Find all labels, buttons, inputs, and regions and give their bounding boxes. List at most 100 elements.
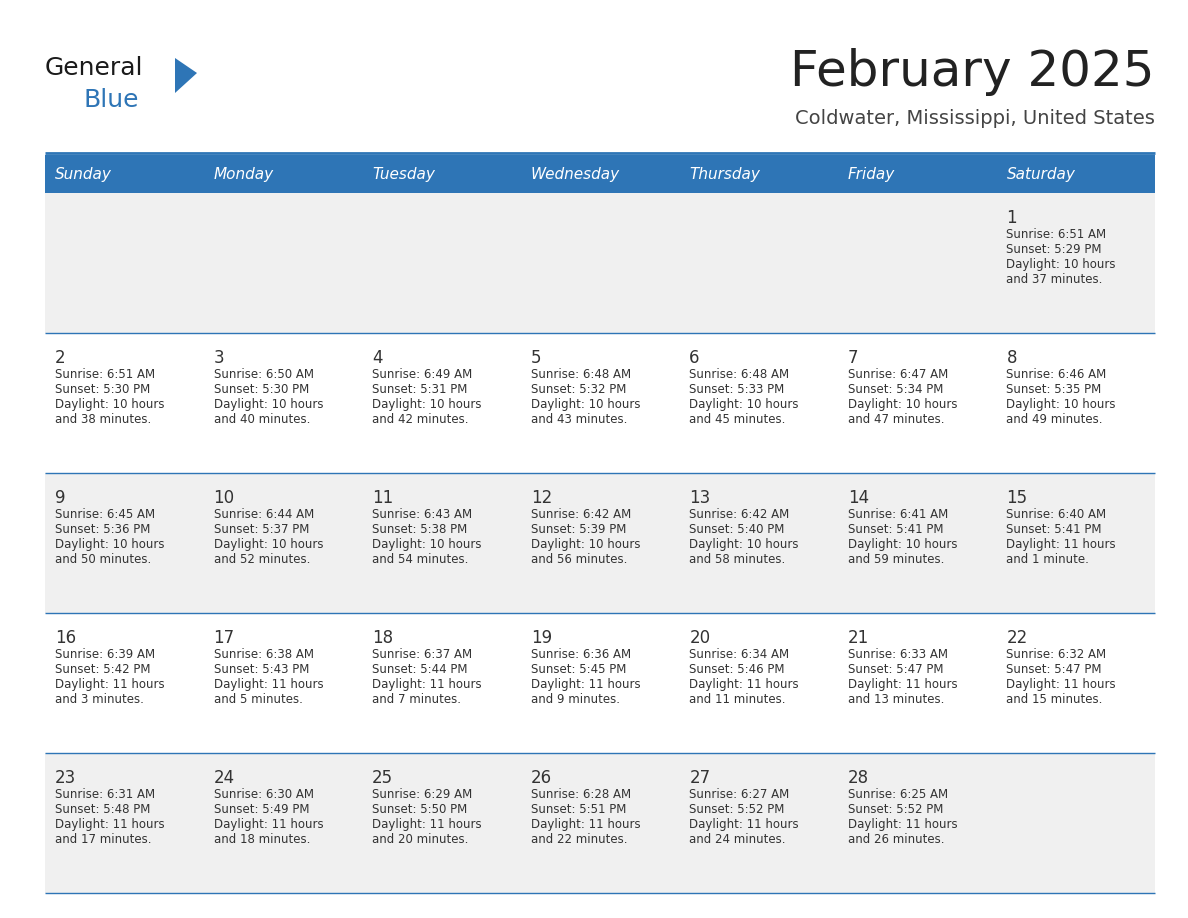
Text: Sunrise: 6:41 AM: Sunrise: 6:41 AM	[848, 508, 948, 521]
Text: and 43 minutes.: and 43 minutes.	[531, 413, 627, 426]
Text: Daylight: 11 hours: Daylight: 11 hours	[531, 678, 640, 691]
Text: 12: 12	[531, 489, 552, 507]
Text: Sunset: 5:37 PM: Sunset: 5:37 PM	[214, 523, 309, 536]
Text: and 9 minutes.: and 9 minutes.	[531, 693, 620, 706]
Text: Daylight: 10 hours: Daylight: 10 hours	[531, 538, 640, 551]
Text: Coldwater, Mississippi, United States: Coldwater, Mississippi, United States	[795, 108, 1155, 128]
Text: and 17 minutes.: and 17 minutes.	[55, 833, 152, 846]
Text: Sunrise: 6:46 AM: Sunrise: 6:46 AM	[1006, 368, 1107, 381]
Text: Sunset: 5:51 PM: Sunset: 5:51 PM	[531, 803, 626, 816]
Text: Saturday: Saturday	[1006, 166, 1075, 182]
Text: and 13 minutes.: and 13 minutes.	[848, 693, 944, 706]
Text: Sunset: 5:41 PM: Sunset: 5:41 PM	[848, 523, 943, 536]
Text: Daylight: 11 hours: Daylight: 11 hours	[214, 818, 323, 831]
Text: 27: 27	[689, 769, 710, 787]
Text: and 26 minutes.: and 26 minutes.	[848, 833, 944, 846]
Text: Friday: Friday	[848, 166, 895, 182]
Text: Daylight: 10 hours: Daylight: 10 hours	[1006, 398, 1116, 411]
Text: Tuesday: Tuesday	[372, 166, 435, 182]
Text: Sunrise: 6:38 AM: Sunrise: 6:38 AM	[214, 648, 314, 661]
Text: 21: 21	[848, 629, 870, 647]
Text: and 3 minutes.: and 3 minutes.	[55, 693, 144, 706]
Text: Sunset: 5:41 PM: Sunset: 5:41 PM	[1006, 523, 1102, 536]
Text: Daylight: 10 hours: Daylight: 10 hours	[848, 538, 958, 551]
Bar	[45, 753, 1155, 893]
Text: Daylight: 11 hours: Daylight: 11 hours	[1006, 678, 1116, 691]
Text: Sunset: 5:31 PM: Sunset: 5:31 PM	[372, 383, 468, 396]
Text: Sunrise: 6:48 AM: Sunrise: 6:48 AM	[531, 368, 631, 381]
Bar	[45, 155, 1155, 193]
Text: Sunrise: 6:25 AM: Sunrise: 6:25 AM	[848, 788, 948, 801]
Text: 8: 8	[1006, 349, 1017, 367]
Text: 25: 25	[372, 769, 393, 787]
Text: and 54 minutes.: and 54 minutes.	[372, 553, 468, 566]
Text: Sunset: 5:32 PM: Sunset: 5:32 PM	[531, 383, 626, 396]
Text: and 47 minutes.: and 47 minutes.	[848, 413, 944, 426]
Text: Sunset: 5:33 PM: Sunset: 5:33 PM	[689, 383, 784, 396]
Text: Sunset: 5:45 PM: Sunset: 5:45 PM	[531, 663, 626, 676]
Text: and 20 minutes.: and 20 minutes.	[372, 833, 468, 846]
Text: Sunrise: 6:27 AM: Sunrise: 6:27 AM	[689, 788, 790, 801]
Text: Sunrise: 6:37 AM: Sunrise: 6:37 AM	[372, 648, 473, 661]
Text: Sunset: 5:52 PM: Sunset: 5:52 PM	[689, 803, 784, 816]
Text: and 22 minutes.: and 22 minutes.	[531, 833, 627, 846]
Bar	[45, 333, 1155, 473]
Text: Daylight: 10 hours: Daylight: 10 hours	[531, 398, 640, 411]
Text: 6: 6	[689, 349, 700, 367]
Text: and 11 minutes.: and 11 minutes.	[689, 693, 785, 706]
Text: Daylight: 11 hours: Daylight: 11 hours	[848, 678, 958, 691]
Text: and 24 minutes.: and 24 minutes.	[689, 833, 785, 846]
Text: Sunrise: 6:44 AM: Sunrise: 6:44 AM	[214, 508, 314, 521]
Text: 3: 3	[214, 349, 225, 367]
Text: and 52 minutes.: and 52 minutes.	[214, 553, 310, 566]
Text: Daylight: 10 hours: Daylight: 10 hours	[55, 398, 164, 411]
Text: and 5 minutes.: and 5 minutes.	[214, 693, 303, 706]
Text: Sunset: 5:50 PM: Sunset: 5:50 PM	[372, 803, 467, 816]
Text: 19: 19	[531, 629, 552, 647]
Text: Daylight: 11 hours: Daylight: 11 hours	[531, 818, 640, 831]
Text: and 40 minutes.: and 40 minutes.	[214, 413, 310, 426]
Text: and 7 minutes.: and 7 minutes.	[372, 693, 461, 706]
Text: Daylight: 11 hours: Daylight: 11 hours	[1006, 538, 1116, 551]
Text: 17: 17	[214, 629, 235, 647]
Text: Sunrise: 6:29 AM: Sunrise: 6:29 AM	[372, 788, 473, 801]
Bar	[45, 473, 1155, 613]
Text: Sunrise: 6:45 AM: Sunrise: 6:45 AM	[55, 508, 156, 521]
Text: Wednesday: Wednesday	[531, 166, 620, 182]
Text: Sunrise: 6:50 AM: Sunrise: 6:50 AM	[214, 368, 314, 381]
Text: and 38 minutes.: and 38 minutes.	[55, 413, 151, 426]
Text: Sunset: 5:34 PM: Sunset: 5:34 PM	[848, 383, 943, 396]
Text: Sunrise: 6:51 AM: Sunrise: 6:51 AM	[1006, 228, 1106, 241]
Text: and 56 minutes.: and 56 minutes.	[531, 553, 627, 566]
Polygon shape	[175, 58, 197, 93]
Text: and 58 minutes.: and 58 minutes.	[689, 553, 785, 566]
Text: Sunrise: 6:47 AM: Sunrise: 6:47 AM	[848, 368, 948, 381]
Text: Sunset: 5:30 PM: Sunset: 5:30 PM	[214, 383, 309, 396]
Text: Sunrise: 6:42 AM: Sunrise: 6:42 AM	[689, 508, 790, 521]
Text: Sunset: 5:49 PM: Sunset: 5:49 PM	[214, 803, 309, 816]
Text: Sunrise: 6:28 AM: Sunrise: 6:28 AM	[531, 788, 631, 801]
Text: and 15 minutes.: and 15 minutes.	[1006, 693, 1102, 706]
Text: Daylight: 10 hours: Daylight: 10 hours	[214, 398, 323, 411]
Text: and 45 minutes.: and 45 minutes.	[689, 413, 785, 426]
Text: Sunset: 5:36 PM: Sunset: 5:36 PM	[55, 523, 151, 536]
Text: Sunrise: 6:42 AM: Sunrise: 6:42 AM	[531, 508, 631, 521]
Bar	[45, 613, 1155, 753]
Text: Sunset: 5:29 PM: Sunset: 5:29 PM	[1006, 243, 1102, 256]
Text: 24: 24	[214, 769, 235, 787]
Text: 2: 2	[55, 349, 65, 367]
Text: 13: 13	[689, 489, 710, 507]
Text: 16: 16	[55, 629, 76, 647]
Text: Daylight: 11 hours: Daylight: 11 hours	[55, 818, 165, 831]
Text: February 2025: February 2025	[790, 48, 1155, 96]
Text: Sunset: 5:30 PM: Sunset: 5:30 PM	[55, 383, 150, 396]
Text: 26: 26	[531, 769, 552, 787]
Text: Blue: Blue	[83, 88, 139, 112]
Text: Sunset: 5:47 PM: Sunset: 5:47 PM	[1006, 663, 1102, 676]
Text: Daylight: 10 hours: Daylight: 10 hours	[372, 398, 481, 411]
Text: Daylight: 11 hours: Daylight: 11 hours	[372, 678, 482, 691]
Text: Daylight: 11 hours: Daylight: 11 hours	[689, 678, 798, 691]
Text: Sunrise: 6:43 AM: Sunrise: 6:43 AM	[372, 508, 473, 521]
Text: and 18 minutes.: and 18 minutes.	[214, 833, 310, 846]
Text: Sunday: Sunday	[55, 166, 112, 182]
